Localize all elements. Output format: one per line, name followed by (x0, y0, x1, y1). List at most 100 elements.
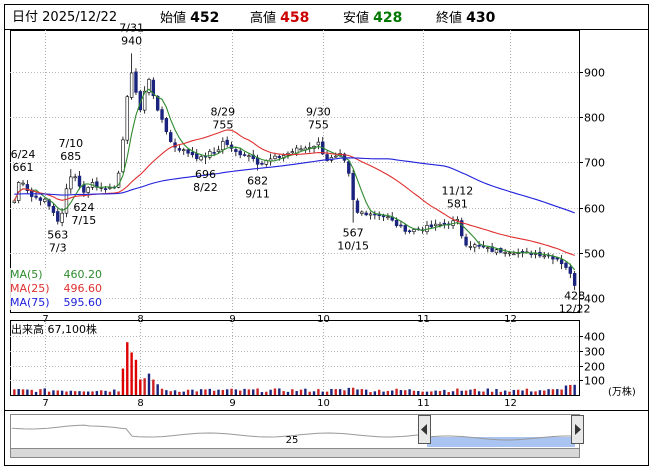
volume-bar (121, 368, 125, 395)
volume-bar (430, 391, 433, 395)
volume-bar (421, 391, 424, 395)
low-value: 428 (373, 10, 403, 26)
volume-bar (530, 391, 533, 395)
price-tick-label: 800 (584, 112, 605, 125)
volume-bar (521, 390, 524, 395)
volume-title: 出来高 (11, 323, 44, 336)
volume-bar (486, 388, 489, 395)
annotation-price: 696 (195, 168, 216, 181)
volume-bar (538, 390, 542, 395)
volume-bar (230, 388, 233, 395)
price-tick-label: 600 (584, 203, 605, 216)
candle-body (555, 257, 559, 260)
annotation-date: 9/30 (306, 105, 331, 118)
candle-body (190, 151, 195, 156)
volume-bar (382, 391, 385, 395)
candle-body (86, 187, 90, 193)
volume-bar (495, 389, 498, 395)
candle-body (147, 79, 151, 93)
volume-bar (60, 390, 64, 395)
volume-bar (186, 389, 190, 395)
candle-body (429, 224, 434, 228)
volume-bar (204, 389, 207, 395)
volume-panel (10, 320, 580, 396)
candle-body (199, 156, 203, 161)
month-label-volume: 9 (229, 398, 235, 409)
volume-bar (321, 391, 324, 395)
volume-bar (160, 388, 164, 395)
candle-body (464, 236, 468, 246)
month-label-volume: 10 (317, 398, 330, 409)
price-tick-label: 700 (584, 157, 605, 170)
volume-bar (377, 389, 381, 395)
volume-bar (195, 391, 198, 395)
month-label: 11 (417, 314, 430, 325)
candle-body (77, 175, 82, 187)
volume-bar (425, 391, 429, 395)
volume-bar (34, 391, 38, 395)
volume-bar (173, 390, 177, 395)
ma-legend-row: MA(25) 496.60 (10, 282, 106, 296)
volume-bar (347, 387, 350, 395)
volume-bar (165, 390, 168, 395)
candle-body (142, 90, 147, 111)
close-label: 終値 (436, 11, 463, 26)
volume-bar (234, 389, 238, 395)
volume-bar (356, 389, 359, 395)
high-label: 高値 (250, 11, 277, 26)
candle-body (512, 253, 516, 256)
volume-bar (252, 389, 255, 395)
volume-bar (212, 390, 216, 395)
candle-body (572, 273, 577, 286)
annotation-price: 581 (447, 197, 468, 210)
volume-bar (143, 378, 146, 395)
scrollbar-track[interactable] (10, 448, 580, 458)
candle-body (360, 211, 364, 214)
candle-body (394, 219, 399, 227)
volume-bar (451, 391, 455, 395)
volume-bar (317, 389, 320, 395)
volume-tick-label: 200 (584, 361, 605, 374)
volume-bar (525, 388, 529, 395)
candle-body (386, 216, 390, 219)
ma-legend-value: 460.20 (63, 268, 103, 281)
candle-body (438, 223, 442, 226)
chevron-right-icon[interactable] (575, 424, 581, 435)
candle-body (368, 213, 373, 216)
chevron-left-icon[interactable] (421, 424, 427, 435)
volume-bar (247, 389, 251, 395)
volume-bar (182, 391, 185, 395)
volume-bar (564, 385, 568, 395)
volume-bar (503, 390, 507, 395)
volume-bar (543, 390, 546, 395)
candle-body (182, 149, 186, 152)
annotation-date: 7/15 (71, 214, 96, 227)
volume-bar (286, 391, 290, 395)
volume-bar (269, 389, 272, 395)
candle-body (564, 262, 568, 268)
candle-body (477, 245, 481, 247)
candle-body (559, 259, 564, 265)
month-label: 7 (42, 314, 48, 325)
volume-bar (65, 391, 68, 395)
low-label: 安値 (343, 11, 370, 26)
volume-bar (386, 390, 390, 395)
annotation-price: 428 (564, 290, 585, 303)
volume-bar (52, 390, 55, 395)
month-label: 10 (317, 314, 330, 325)
candle-body (38, 197, 43, 201)
candle-body (238, 150, 242, 156)
candle-body (355, 200, 360, 213)
volume-bar (126, 342, 129, 395)
volume-bar (130, 352, 133, 395)
volume-bar (556, 389, 559, 395)
volume-bar (273, 388, 277, 395)
volume-bar (73, 391, 77, 395)
volume-bar (69, 390, 73, 395)
ma-legend-value: 496.60 (63, 282, 103, 295)
ma-line-ma75 (14, 157, 575, 214)
ma-legend-value: 595.60 (63, 296, 103, 309)
annotation-date: 10/15 (337, 240, 369, 253)
candle-body (334, 155, 338, 158)
open-value: 452 (190, 10, 220, 26)
